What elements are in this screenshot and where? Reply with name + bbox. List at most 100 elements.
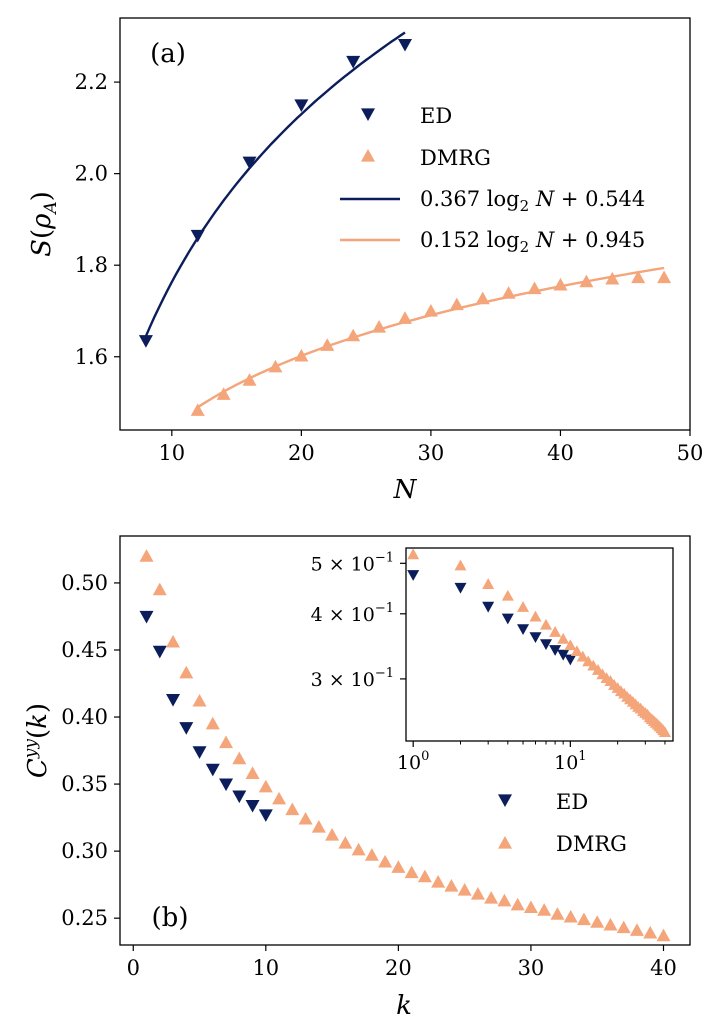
point-dmrg — [242, 373, 257, 386]
legend-marker-dmrg — [498, 836, 512, 849]
legend-marker-dmrg — [361, 149, 375, 162]
y-tick-label: 0.50 — [61, 571, 108, 595]
inset-point-dmrg — [658, 726, 671, 738]
point-dmrg — [351, 842, 366, 856]
legend-label-dmrg: DMRG — [556, 832, 627, 856]
inset-point-ed — [549, 645, 562, 656]
point-dmrg — [563, 909, 578, 923]
inset-point-dmrg — [576, 650, 589, 662]
x-tick-label: 30 — [418, 441, 445, 465]
point-dmrg — [475, 291, 490, 305]
point-dmrg — [657, 270, 672, 284]
legend-marker-ed — [498, 794, 512, 807]
point-ed — [219, 778, 234, 792]
point-dmrg — [510, 897, 525, 911]
inset-point-ed — [454, 582, 467, 594]
point-dmrg — [417, 869, 432, 883]
x-axis-label: k — [396, 991, 412, 1021]
point-ed — [138, 335, 153, 348]
point-dmrg — [294, 348, 309, 362]
axes-frame — [119, 17, 691, 431]
inset-point-ed — [482, 601, 495, 613]
point-dmrg — [285, 802, 300, 816]
x-tick-label: 10 — [158, 441, 185, 465]
inset-point-dmrg — [570, 645, 583, 657]
point-dmrg — [553, 277, 568, 291]
point-dmrg — [527, 281, 542, 295]
point-ed — [245, 799, 260, 813]
inset-point-dmrg — [482, 578, 495, 589]
point-dmrg — [311, 819, 326, 833]
inset-point-dmrg — [564, 639, 577, 651]
point-dmrg — [166, 634, 181, 648]
point-dmrg — [590, 915, 605, 928]
point-dmrg — [190, 403, 205, 416]
point-dmrg — [364, 848, 379, 861]
inset-point-dmrg — [517, 601, 530, 612]
x-tick-label: 0 — [127, 956, 140, 980]
point-dmrg — [616, 920, 631, 934]
point-dmrg — [656, 928, 671, 942]
panel-b: 0 10 20 30 40 0.25 0.30 0.35 0.40 0.45 0.50 k Cyy(k)… — [21, 535, 691, 1021]
point-dmrg — [139, 549, 154, 562]
y-tick-label: 2.0 — [75, 162, 108, 186]
y-axis-label: S(ρA) — [27, 191, 61, 257]
point-dmrg — [298, 811, 313, 825]
point-dmrg — [444, 878, 459, 892]
legend-label-ed: ED — [420, 104, 452, 128]
y-tick-label: 0.30 — [61, 839, 108, 863]
point-ed — [190, 229, 205, 243]
x-tick-label: 40 — [547, 441, 574, 465]
inset-point-dmrg — [549, 626, 562, 637]
point-dmrg — [391, 860, 406, 873]
point-dmrg — [372, 320, 387, 333]
inset-y-tick-label: 5 × 10−1 — [311, 550, 394, 575]
point-dmrg — [423, 303, 438, 317]
point-ed — [398, 38, 412, 52]
point-ed — [232, 790, 247, 804]
point-dmrg — [268, 359, 283, 373]
legend-label-dmrg: DMRG — [420, 146, 491, 170]
inset-x-tick-label: 101 — [554, 749, 586, 774]
point-ed — [294, 99, 309, 112]
inset-point-ed — [501, 613, 514, 625]
point-ed — [346, 55, 361, 69]
point-dmrg — [398, 311, 412, 324]
point-dmrg — [216, 387, 231, 400]
x-tick-label: 20 — [288, 441, 315, 465]
fit-line-1 — [197, 266, 665, 409]
point-dmrg — [320, 338, 335, 351]
x-tick-label: 20 — [385, 956, 412, 980]
point-ed — [139, 610, 154, 624]
panel-b-inset: 100 101 3 × 10−1 4 × 10−1 5 × 10−1 — [311, 547, 674, 774]
inset-point-ed — [540, 639, 553, 651]
point-dmrg — [179, 665, 194, 679]
inset-point-ed — [517, 624, 530, 636]
point-dmrg — [258, 779, 273, 793]
point-dmrg — [497, 893, 512, 907]
inset-point-ed — [564, 654, 577, 666]
point-ed — [242, 156, 257, 170]
inset-point-ed — [407, 570, 420, 581]
point-dmrg — [245, 766, 260, 779]
point-ed — [192, 746, 207, 759]
point-dmrg — [346, 328, 361, 342]
point-dmrg — [272, 791, 287, 805]
point-dmrg — [484, 891, 499, 904]
inset-point-dmrg — [454, 559, 467, 571]
point-ed — [258, 809, 273, 822]
point-dmrg — [205, 716, 220, 730]
panel-label: (b) — [152, 903, 189, 933]
point-dmrg — [404, 865, 419, 879]
point-dmrg — [579, 274, 594, 288]
y-tick-label: 0.25 — [61, 906, 108, 930]
y-tick-label: 2.2 — [75, 70, 108, 94]
point-dmrg — [523, 900, 538, 914]
point-dmrg — [603, 917, 618, 931]
y-tick-label: 0.40 — [61, 705, 108, 729]
point-dmrg — [192, 693, 207, 707]
point-dmrg — [501, 286, 516, 299]
point-dmrg — [338, 836, 353, 849]
y-axis-label: Cyy(k) — [21, 703, 53, 778]
point-ed — [166, 694, 181, 707]
